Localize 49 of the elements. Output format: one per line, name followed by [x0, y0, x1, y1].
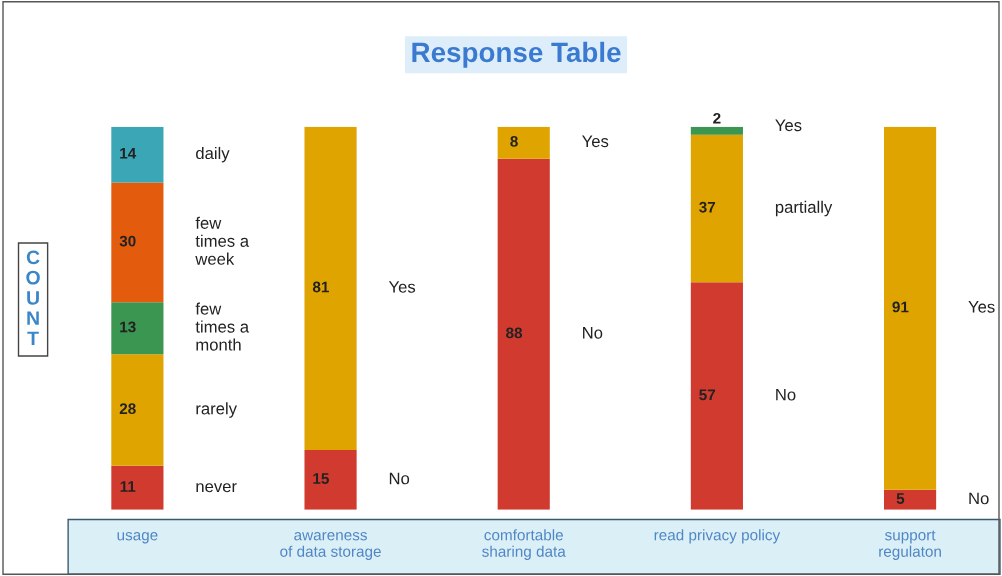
bar [690, 282, 743, 510]
y-axis-title: COUNT [26, 250, 40, 346]
data-label: 30 [119, 235, 136, 247]
bar [111, 354, 164, 466]
data-label: 2 [713, 112, 721, 124]
bar [304, 126, 357, 450]
annotation: Yes [582, 135, 609, 148]
annotation: No [969, 492, 989, 505]
annotation: Yes [968, 301, 995, 313]
bar [883, 126, 937, 490]
data-label: 88 [506, 327, 523, 339]
bar [111, 302, 164, 355]
annotation: daily [196, 146, 230, 163]
annotation: partially [775, 200, 833, 217]
x-tick-label: comfortable sharing data [482, 529, 566, 560]
data-label: 13 [120, 321, 136, 333]
bar [111, 182, 164, 303]
annotation: No [776, 388, 796, 401]
bar [883, 489, 937, 510]
annotation: rarely [196, 402, 237, 418]
data-label: 15 [313, 473, 329, 484]
data-label: 28 [119, 403, 136, 415]
bar [690, 134, 743, 283]
x-tick-label: read privacy policy [654, 529, 781, 544]
bar [304, 449, 357, 510]
data-label: 5 [896, 493, 905, 504]
data-label: 81 [312, 281, 329, 293]
annotation: few times a month [195, 302, 250, 351]
data-label: 37 [699, 201, 716, 213]
data-label: 14 [120, 148, 137, 159]
x-tick-label: support regulaton [879, 530, 941, 560]
bar [690, 126, 743, 135]
bar [497, 126, 550, 159]
annotation: never [196, 483, 237, 493]
data-label: 8 [510, 135, 518, 147]
x-tick-label: awareness of data storage [280, 532, 381, 560]
chart-title: Response Table [412, 41, 621, 68]
annotation: No [389, 472, 410, 485]
annotation: No [583, 327, 603, 339]
annotation: Yes [388, 281, 416, 293]
x-tick-label: usage [117, 532, 158, 544]
bar [111, 126, 164, 183]
annotation: Yes [775, 119, 802, 132]
data-label: 57 [699, 389, 716, 401]
data-label: 11 [120, 481, 136, 492]
data-label: 91 [892, 301, 909, 313]
annotation: few times a week [195, 216, 250, 265]
bar [497, 158, 550, 510]
bar [111, 465, 164, 510]
